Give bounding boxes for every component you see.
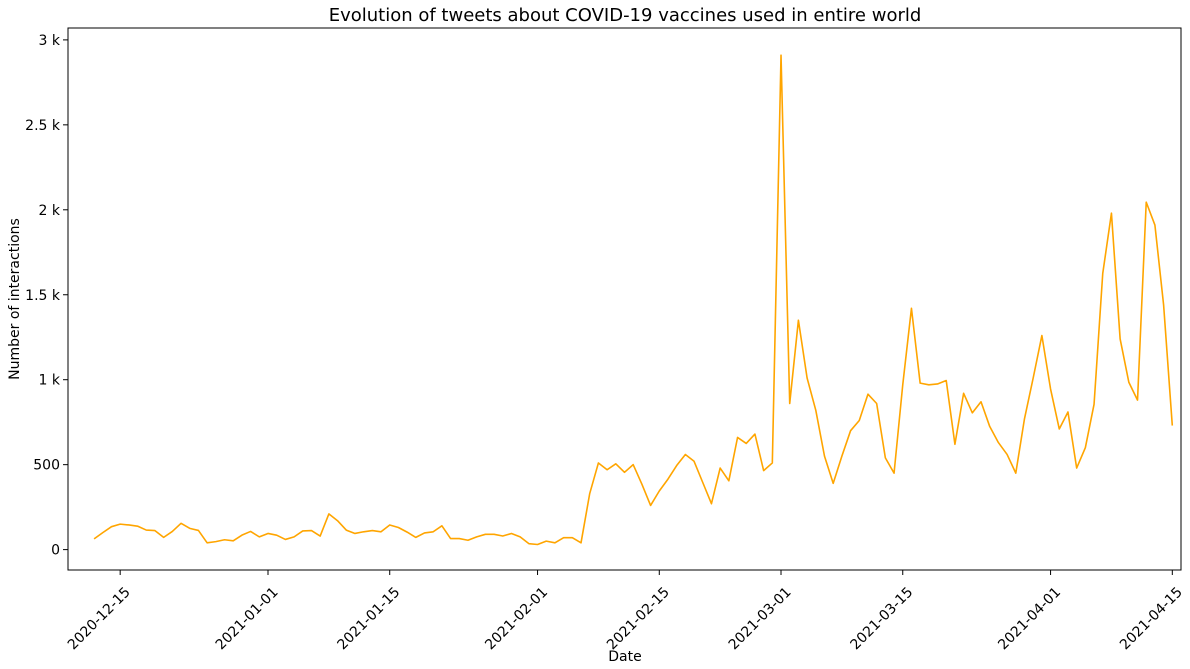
plot-frame	[67, 27, 1182, 571]
series-line	[93, 54, 1174, 546]
y-axis-label: Number of interactions	[7, 218, 23, 380]
x-axis: 2020-12-15 2021-01-01 2021-01-15 2021-02-01…	[65, 570, 1186, 653]
y-tick-label: 500	[33, 458, 60, 474]
x-tick-label: 2021-01-01	[213, 584, 282, 653]
plot-area	[93, 54, 1174, 546]
x-tick-label: 2021-02-15	[604, 584, 673, 653]
x-tick-label: 2021-02-01	[482, 584, 551, 653]
x-axis-label: Date	[608, 649, 641, 665]
y-tick-label: 1.5 k	[25, 288, 61, 304]
x-tick-label: 2021-03-01	[726, 584, 795, 653]
y-tick-label: 2.5 k	[25, 118, 61, 134]
x-tick-label: 2021-01-15	[334, 584, 403, 653]
x-tick-label: 2021-04-15	[1117, 584, 1186, 653]
x-tick-label: 2021-03-15	[848, 584, 917, 653]
y-axis: 0 500 1 k 1.5 k 2 k 2.5 k 3 k	[25, 33, 68, 559]
y-tick-label: 0	[51, 543, 60, 559]
chart-title: Evolution of tweets about COVID-19 vacci…	[329, 5, 922, 26]
y-tick-label: 1 k	[39, 373, 61, 389]
x-tick-label: 2021-04-01	[995, 584, 1064, 653]
x-tick-label: 2020-12-15	[65, 584, 134, 653]
y-tick-label: 3 k	[39, 33, 61, 49]
y-tick-label: 2 k	[39, 203, 61, 219]
